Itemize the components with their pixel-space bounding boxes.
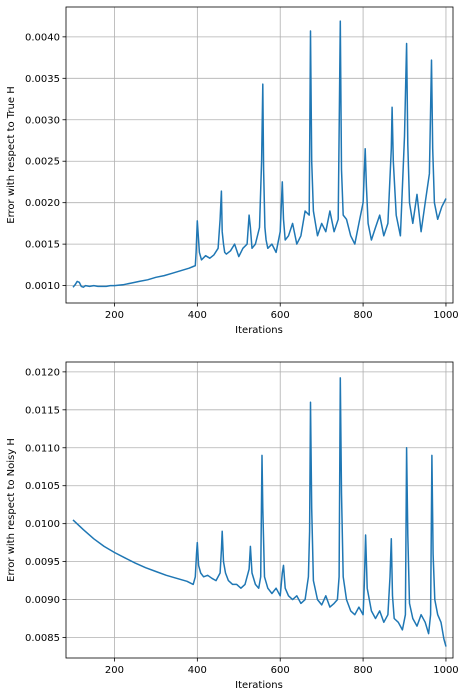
bottom-y-tick-label: 0.0110 [25, 443, 60, 454]
top-y-tick-label: 0.0010 [25, 281, 60, 292]
bottom-y-axis-label: Error with respect to Noisy H [6, 438, 17, 582]
top-y-tick-label: 0.0020 [25, 198, 60, 209]
bottom-x-tick-label: 800 [354, 665, 373, 676]
bottom-y-tick-label: 0.0115 [25, 405, 60, 416]
top-x-tick-label: 400 [188, 310, 207, 321]
bottom-x-tick-label: 200 [105, 665, 124, 676]
top-y-axis-label: Error with respect to True H [6, 86, 17, 223]
bottom-y-tick-label: 0.0095 [25, 557, 60, 568]
bottom-y-tick-label: 0.0105 [25, 481, 60, 492]
top-x-tick-label: 800 [354, 310, 373, 321]
top-y-tick-label: 0.0035 [25, 74, 60, 85]
bottom-y-tick-label: 0.0085 [25, 633, 60, 644]
top-y-tick-label: 0.0030 [25, 115, 60, 126]
top-x-axis-label: Iterations [235, 325, 283, 336]
bottom-x-tick-label: 1000 [433, 665, 458, 676]
top-y-tick-label: 0.0040 [25, 32, 60, 43]
top-y-tick-label: 0.0025 [25, 157, 60, 168]
bottom-y-tick-label: 0.0120 [25, 367, 60, 378]
bottom-x-axis-label: Iterations [235, 680, 283, 691]
top-x-tick-label: 600 [271, 310, 290, 321]
bottom-y-tick-label: 0.0090 [25, 595, 60, 606]
bottom-x-tick-label: 600 [271, 665, 290, 676]
top-x-tick-label: 1000 [433, 310, 458, 321]
top-y-tick-label: 0.0015 [25, 240, 60, 251]
top-x-tick-label: 200 [105, 310, 124, 321]
bottom-y-tick-label: 0.0100 [25, 519, 60, 530]
bottom-x-tick-label: 400 [188, 665, 207, 676]
